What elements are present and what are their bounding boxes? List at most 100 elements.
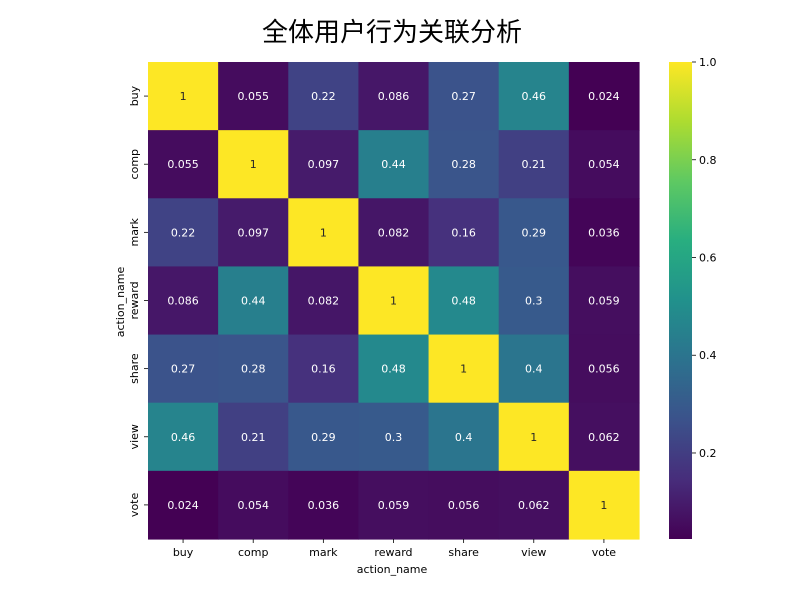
heatmap-cell [498, 62, 570, 131]
cell-value-label: 0.062 [518, 499, 550, 512]
cell-value-label: 0.097 [308, 158, 340, 171]
colorbar-tick-label: 0.2 [699, 447, 717, 460]
cell-value-label: 0.48 [451, 294, 476, 307]
cell-value-label: 0.082 [378, 226, 410, 239]
cell-value-label: 0.21 [522, 158, 547, 171]
heatmap-cell [568, 334, 640, 404]
heatmap-cell [498, 198, 570, 268]
colorbar-tick-label: 1.0 [699, 56, 717, 69]
heatmap-cell [568, 130, 640, 199]
y-tick-label: view [128, 424, 141, 449]
cell-value-label: 0.056 [448, 499, 480, 512]
heatmap-cell [428, 402, 500, 472]
colorbar-tick-label: 0.6 [699, 251, 717, 264]
y-axis-title: action_name [114, 266, 127, 337]
cell-value-label: 0.28 [451, 158, 476, 171]
cell-value-label: 0.059 [378, 499, 410, 512]
heatmap-cell [148, 334, 219, 404]
heatmap-cell [148, 266, 219, 336]
x-tick-label: view [521, 546, 546, 559]
colorbar [669, 62, 692, 539]
cell-value-label: 0.082 [308, 294, 340, 307]
cell-value-label: 1 [600, 499, 607, 512]
cell-value-label: 0.27 [171, 363, 196, 376]
heatmap-cell [358, 470, 430, 540]
cell-value-label: 0.097 [237, 226, 269, 239]
heatmap-cell-labels: 1 0.055 0.22 0.086 0.27 0.46 0.024 0.055 1 0.097 0… [167, 90, 619, 512]
cell-value-label: 1 [460, 363, 467, 376]
heatmap-cell [568, 198, 640, 268]
heatmap-cell [218, 266, 289, 336]
cell-value-label: 1 [250, 158, 257, 171]
heatmap-cell [358, 402, 430, 472]
heatmap-cell [148, 470, 219, 540]
cell-value-label: 1 [390, 294, 397, 307]
heatmap-cell [288, 334, 360, 404]
heatmap-cell [428, 198, 500, 268]
heatmap-cell [428, 62, 500, 131]
heatmap-cell [568, 402, 640, 472]
cell-value-label: 0.48 [381, 363, 406, 376]
heatmap-cell [288, 266, 360, 336]
y-tick-label: reward [128, 281, 141, 319]
cell-value-label: 0.4 [525, 363, 543, 376]
x-tick-label: mark [309, 546, 338, 559]
cell-value-label: 0.27 [451, 90, 476, 103]
heatmap-cell [148, 62, 219, 131]
heatmap-cell [288, 470, 360, 540]
cell-value-label: 0.44 [381, 158, 406, 171]
heatmap-cell [148, 130, 219, 199]
cell-value-label: 0.46 [171, 431, 196, 444]
y-tick-label: mark [128, 218, 141, 247]
heatmap-cell [358, 62, 430, 131]
heatmap-cell [498, 266, 570, 336]
heatmap-cell [288, 62, 360, 131]
heatmap-cell [288, 402, 360, 472]
heatmap-cell [568, 470, 640, 540]
cell-value-label: 0.055 [237, 90, 269, 103]
cell-value-label: 0.036 [588, 226, 620, 239]
cell-value-label: 0.024 [588, 90, 620, 103]
colorbar-ticks: 0.2 0.4 0.6 0.8 1.0 [692, 56, 717, 460]
cell-value-label: 0.16 [311, 363, 336, 376]
heatmap-cell [428, 334, 500, 404]
y-axis-ticks: buy comp mark reward share view vote [128, 85, 148, 517]
heatmap-cell [218, 130, 289, 199]
cell-value-label: 0.036 [308, 499, 340, 512]
x-tick-label: vote [592, 546, 617, 559]
cell-value-label: 0.086 [378, 90, 410, 103]
heatmap-cell [358, 198, 430, 268]
cell-value-label: 1 [180, 90, 187, 103]
x-tick-label: share [448, 546, 479, 559]
cell-value-label: 0.4 [455, 431, 473, 444]
cell-value-label: 0.3 [385, 431, 403, 444]
heatmap-cell [358, 130, 430, 199]
cell-value-label: 0.054 [237, 499, 269, 512]
x-tick-label: comp [238, 546, 268, 559]
heatmap-cell [218, 334, 289, 404]
cell-value-label: 0.22 [171, 226, 196, 239]
cell-value-label: 0.22 [311, 90, 336, 103]
y-tick-label: share [128, 353, 141, 384]
y-tick-label: vote [128, 493, 141, 518]
heatmap-cell [218, 198, 289, 268]
heatmap-cell [568, 62, 640, 131]
x-axis-ticks: buy comp mark reward share view vote [173, 538, 617, 559]
cell-value-label: 0.054 [588, 158, 620, 171]
heatmap-cell [218, 470, 289, 540]
colorbar-tick-label: 0.4 [699, 349, 717, 362]
heatmap-cell [288, 198, 360, 268]
heatmap-cell [148, 198, 219, 268]
colorbar-tick-label: 0.8 [699, 154, 717, 167]
heatmap-cell [498, 470, 570, 540]
cell-value-label: 0.062 [588, 431, 620, 444]
cell-value-label: 0.3 [525, 294, 543, 307]
heatmap-cells [148, 62, 640, 540]
heatmap-cell [428, 470, 500, 540]
cell-value-label: 1 [320, 226, 327, 239]
x-tick-label: reward [374, 546, 412, 559]
heatmap-cell [498, 402, 570, 472]
cell-value-label: 0.055 [167, 158, 199, 171]
